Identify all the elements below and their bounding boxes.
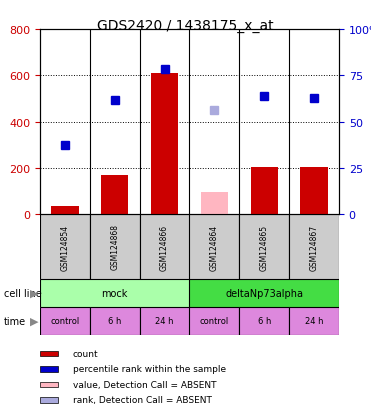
Bar	[40, 382, 58, 387]
Bar	[190, 279, 339, 307]
Text: count: count	[73, 349, 98, 358]
Bar	[101, 175, 128, 214]
Text: GSM124865: GSM124865	[260, 224, 269, 270]
Bar	[40, 279, 190, 307]
Bar	[139, 214, 190, 279]
Text: value, Detection Call = ABSENT: value, Detection Call = ABSENT	[73, 380, 216, 389]
Text: ▶: ▶	[30, 288, 38, 298]
Bar	[190, 214, 239, 279]
Text: percentile rank within the sample: percentile rank within the sample	[73, 365, 226, 374]
Text: GSM124854: GSM124854	[60, 224, 69, 270]
Bar	[289, 214, 339, 279]
Bar	[90, 307, 139, 335]
Text: 6 h: 6 h	[257, 317, 271, 326]
Bar	[90, 214, 139, 279]
Text: GSM124864: GSM124864	[210, 224, 219, 270]
Bar	[190, 307, 239, 335]
Bar	[151, 74, 178, 214]
Bar	[40, 366, 58, 372]
Bar	[239, 214, 289, 279]
Text: GSM124867: GSM124867	[309, 224, 319, 270]
Bar	[301, 167, 328, 214]
Text: control: control	[200, 317, 229, 326]
Text: control: control	[50, 317, 79, 326]
Bar	[250, 167, 278, 214]
Text: cell line: cell line	[4, 288, 42, 298]
Text: GSM124868: GSM124868	[110, 224, 119, 270]
Text: GDS2420 / 1438175_x_at: GDS2420 / 1438175_x_at	[97, 19, 274, 33]
Bar	[139, 307, 190, 335]
Bar	[40, 307, 90, 335]
Bar	[239, 307, 289, 335]
Bar	[40, 214, 90, 279]
Bar	[51, 206, 79, 214]
Bar	[40, 397, 58, 403]
Bar	[289, 307, 339, 335]
Text: time: time	[4, 316, 26, 326]
Text: 24 h: 24 h	[305, 317, 324, 326]
Text: deltaNp73alpha: deltaNp73alpha	[225, 288, 303, 298]
Text: 24 h: 24 h	[155, 317, 174, 326]
Text: mock: mock	[102, 288, 128, 298]
Text: 6 h: 6 h	[108, 317, 121, 326]
Bar	[40, 351, 58, 356]
Text: rank, Detection Call = ABSENT: rank, Detection Call = ABSENT	[73, 395, 211, 404]
Text: ▶: ▶	[30, 316, 38, 326]
Text: GSM124866: GSM124866	[160, 224, 169, 270]
Bar	[201, 192, 228, 214]
